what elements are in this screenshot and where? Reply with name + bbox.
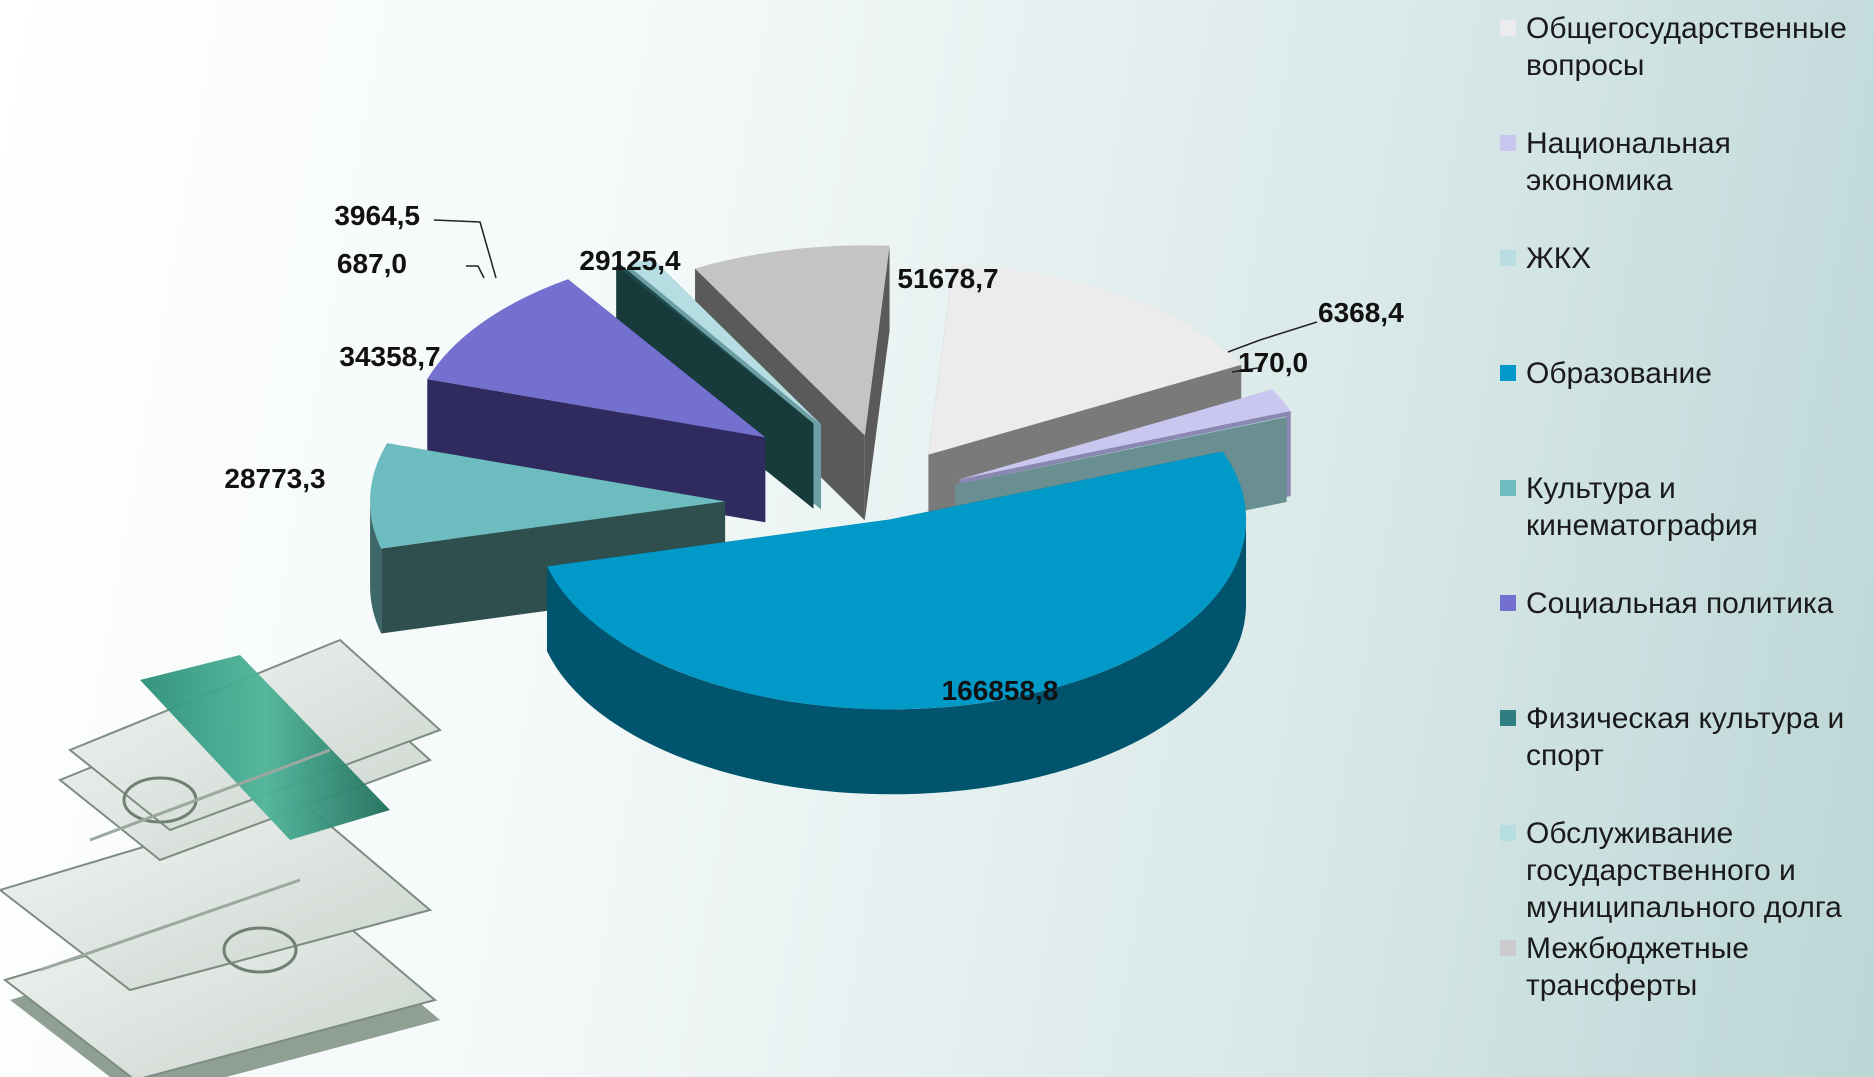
legend-swatch (1500, 480, 1516, 496)
legend-label: Социальная политика (1526, 587, 1834, 620)
data-label-2: 170,0 (1238, 347, 1308, 378)
legend-swatch (1500, 595, 1516, 611)
legend-item: Обслуживание государственного и муниципа… (1500, 815, 1872, 926)
pie-slice-3 (547, 451, 1247, 795)
legend-item: Общегосударственные вопросы (1500, 10, 1872, 84)
leader-line-7 (433, 219, 497, 279)
data-label-7: 3964,5 (334, 200, 420, 231)
data-label-1: 6368,4 (1318, 297, 1404, 328)
legend-item: Национальная экономика (1500, 125, 1872, 199)
data-label-6: 687,0 (337, 248, 407, 279)
legend-label: Национальная экономика (1526, 127, 1731, 197)
legend-item: Физическая культура и спорт (1500, 700, 1872, 774)
legend-swatch (1500, 365, 1516, 381)
pie-slice-5 (427, 279, 766, 523)
pie-slices (370, 245, 1291, 795)
leader-line-2 (1231, 367, 1259, 373)
legend-label: Культура и кинематография (1526, 472, 1758, 542)
legend-label: ЖКХ (1526, 242, 1592, 275)
legend-swatch (1500, 825, 1516, 841)
pie-data-labels: 51678,7 6368,4 170,0 166858,8 28773,3 34358,7… (224, 200, 1404, 706)
legend-label: Межбюджетные трансферты (1526, 932, 1749, 1002)
legend-item: Межбюджетные трансферты (1500, 930, 1872, 1004)
data-label-8: 29125,4 (579, 245, 681, 276)
money-stack-illustration (0, 638, 442, 1077)
data-label-5: 34358,7 (339, 341, 440, 372)
legend-item: Социальная политика (1500, 585, 1872, 622)
data-label-0: 51678,7 (897, 263, 998, 294)
legend-swatch (1500, 20, 1516, 36)
legend-item: Образование (1500, 355, 1872, 392)
data-label-3: 166858,8 (942, 675, 1059, 706)
legend-item: Культура и кинематография (1500, 470, 1872, 544)
leader-line-6 (466, 265, 485, 279)
legend-swatch (1500, 135, 1516, 151)
legend-item: ЖКХ (1500, 240, 1872, 277)
leader-line-1 (1227, 321, 1318, 353)
legend-swatch (1500, 250, 1516, 266)
legend-swatch (1500, 940, 1516, 956)
legend-label: Физическая культура и спорт (1526, 702, 1845, 772)
legend-label: Общегосударственные вопросы (1526, 12, 1847, 82)
data-label-4: 28773,3 (224, 463, 325, 494)
legend-label: Образование (1526, 357, 1712, 390)
legend-swatch (1500, 710, 1516, 726)
legend-label: Обслуживание государственного и муниципа… (1526, 817, 1842, 924)
